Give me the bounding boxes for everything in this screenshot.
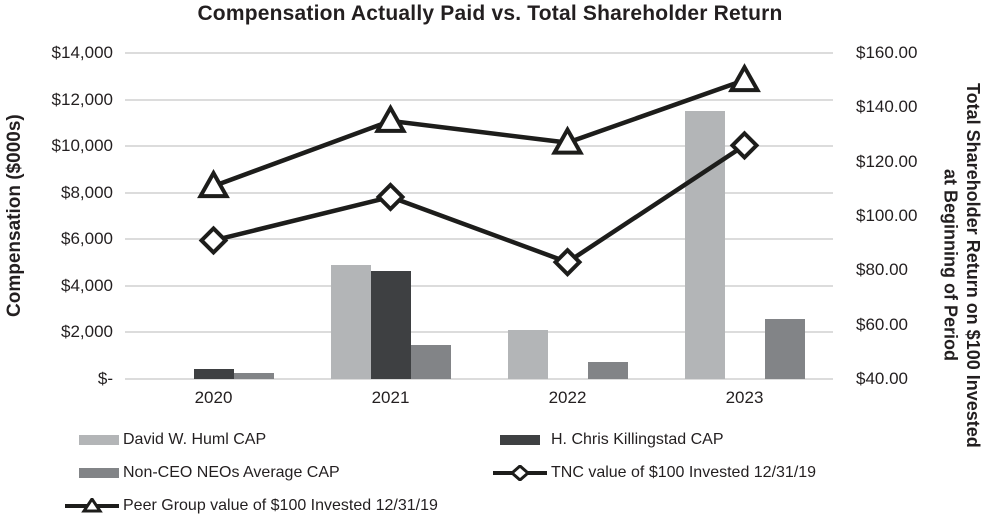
right-tick: $40.00 (856, 369, 908, 388)
legend-line-triangle-icon (65, 498, 119, 513)
line-series-layer (197, 63, 761, 278)
legend-label: Non-CEO NEOs Average CAP (123, 464, 340, 481)
bar-david-w-huml-cap-2021 (330, 264, 371, 379)
left-tick: $12,000 (51, 89, 113, 109)
triangle-marker-2020 (197, 169, 230, 199)
legend-label: H. Chris Killingstad CAP (551, 431, 724, 448)
bar-david-w-huml-cap-2023 (684, 111, 725, 379)
bar-non-ceo-neos-average-cap-2023 (764, 319, 805, 379)
legend-item: Non-CEO NEOs Average CAP (64, 462, 340, 484)
right-tick: $120.00 (856, 151, 918, 171)
x-label-2020: 2020 (194, 388, 233, 407)
line-triangle (212, 78, 746, 189)
left-tick: $- (97, 369, 113, 388)
left-tick: $8,000 (61, 182, 113, 202)
legend-glyph (492, 432, 548, 448)
plot-area (125, 52, 833, 380)
legend-item: Peer Group value of $100 Invested 12/31/… (64, 495, 438, 517)
right-axis-title-line1: Total Shareholder Return on $100 Investe… (963, 82, 983, 448)
diamond-marker-2021 (375, 182, 406, 212)
bar-non-ceo-neos-average-cap-2020 (233, 373, 274, 379)
gridline (125, 284, 833, 287)
legend-glyph (64, 432, 120, 448)
gridline (125, 52, 833, 54)
gridline (125, 331, 833, 334)
gridline (125, 191, 833, 194)
legend-item: H. Chris Killingstad CAP (492, 429, 724, 451)
triangle-marker-2023 (728, 63, 761, 93)
legend-label: TNC value of $100 Invested 12/31/19 (551, 464, 817, 481)
legend-glyph (492, 465, 548, 481)
diamond-marker-2022 (552, 247, 583, 278)
left-tick: $14,000 (51, 43, 113, 62)
legend-swatch-icon (79, 468, 119, 478)
bar-h-chris-killingstad-cap-2021 (370, 270, 411, 379)
legend-label: Peer Group value of $100 Invested 12/31/… (123, 497, 438, 514)
bar-david-w-huml-cap-2022 (507, 330, 548, 379)
left-tick: $10,000 (51, 136, 113, 156)
right-tick: $80.00 (856, 260, 908, 280)
bar-non-ceo-neos-average-cap-2022 (587, 361, 628, 379)
triangle-marker-2022 (551, 125, 584, 155)
right-tick: $100.00 (856, 206, 918, 225)
right-axis-title-line2: at Beginning of Period (940, 169, 961, 361)
legend-swatch-icon (500, 435, 540, 445)
diamond-marker-2020 (198, 225, 229, 256)
legend-item: TNC value of $100 Invested 12/31/19 (492, 462, 816, 484)
left-tick: $6,000 (61, 229, 113, 249)
right-tick: $160.00 (856, 43, 918, 62)
gridline (125, 145, 833, 148)
x-label-2023: 2023 (725, 388, 764, 407)
right-tick: $60.00 (856, 314, 908, 334)
gridline (125, 98, 833, 101)
bar-h-chris-killingstad-cap-2020 (193, 368, 234, 379)
x-label-2021: 2021 (371, 388, 410, 407)
legend-glyph (64, 465, 120, 481)
gridline (125, 238, 833, 241)
legend-label: David W. Huml CAP (123, 431, 267, 448)
legend-swatch-icon (79, 435, 119, 445)
legend-glyph (64, 498, 120, 514)
legend-line-diamond-icon (493, 465, 547, 481)
right-axis-title: Total Shareholder Return on $100 Investe… (939, 40, 984, 490)
baseline (125, 378, 833, 380)
triangle-marker-2021 (374, 103, 407, 133)
left-tick: $4,000 (61, 275, 113, 295)
bar-non-ceo-neos-average-cap-2021 (410, 344, 451, 379)
x-label-2022: 2022 (548, 388, 587, 407)
right-tick: $140.00 (856, 97, 918, 117)
diamond-marker-2023 (729, 130, 760, 161)
legend-item: David W. Huml CAP (64, 429, 266, 451)
chart-title: Compensation Actually Paid vs. Total Sha… (197, 2, 783, 25)
left-tick: $2,000 (61, 322, 113, 342)
line-diamond (212, 143, 746, 265)
